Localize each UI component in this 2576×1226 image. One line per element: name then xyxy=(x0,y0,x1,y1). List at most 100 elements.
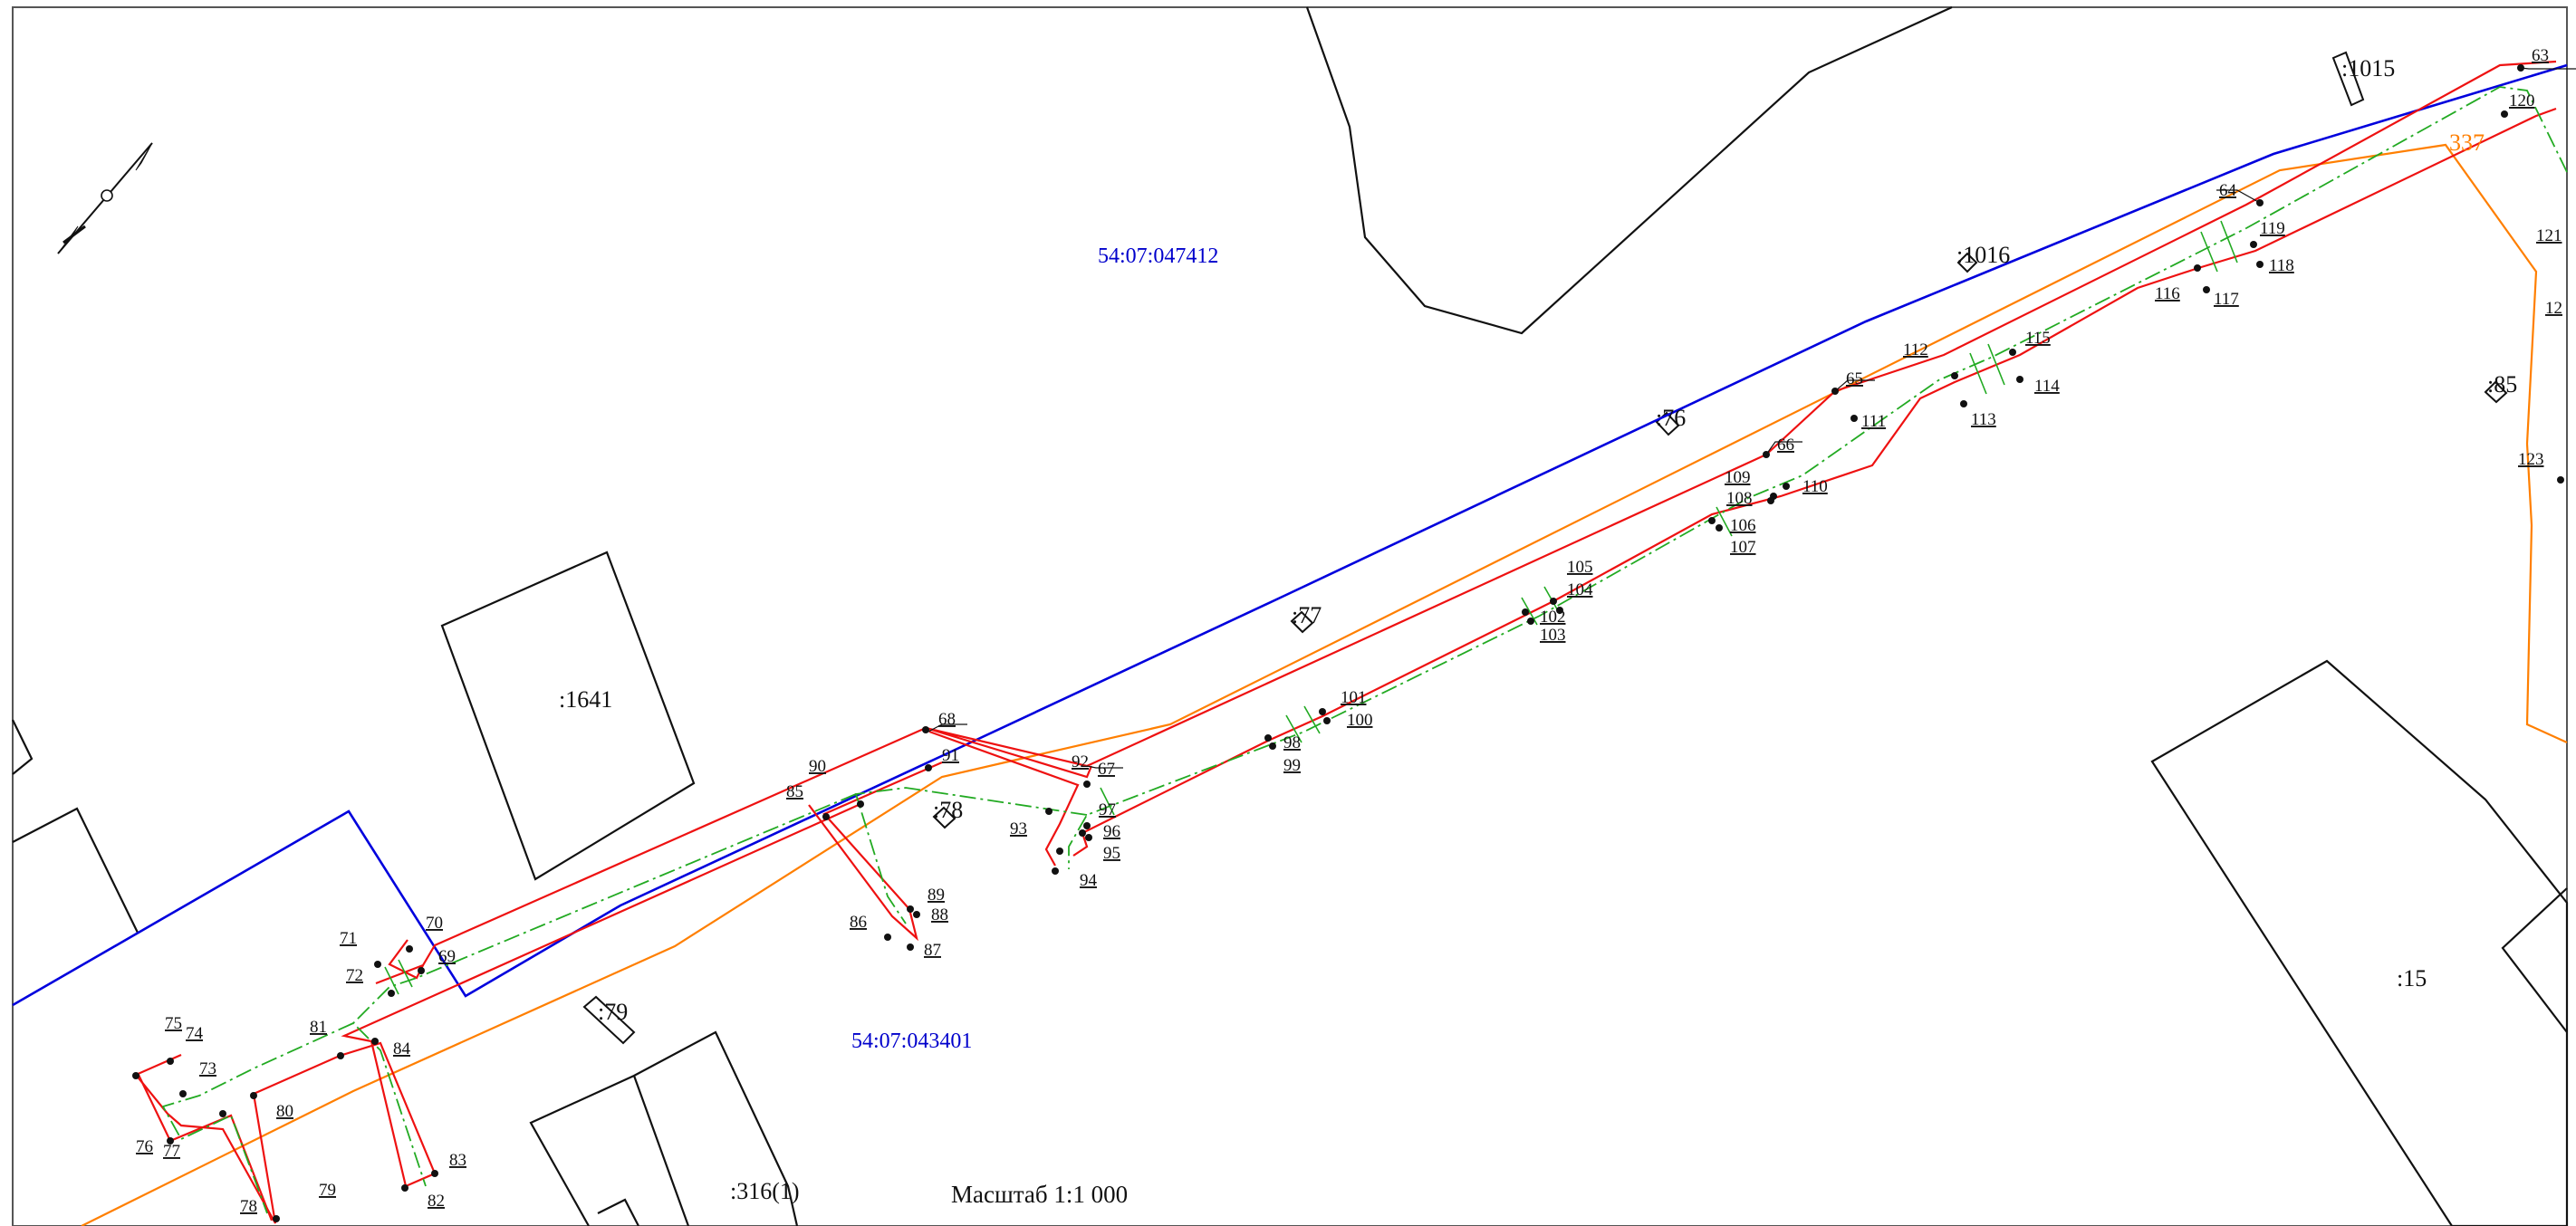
point-label: 114 xyxy=(2034,377,2060,396)
parcel-316-inner-outline xyxy=(632,1075,690,1226)
point-label: 85 xyxy=(786,782,803,801)
point-label: 77 xyxy=(163,1142,180,1161)
parcel-316-bottom-outline xyxy=(597,1198,639,1226)
point-label: 82 xyxy=(428,1192,445,1211)
route-lower-red xyxy=(1072,107,2557,857)
point-label: 66 xyxy=(1777,436,1794,455)
parcel-top-outline xyxy=(1305,5,1953,335)
parcel-label-85: :85 xyxy=(2487,371,2517,397)
route-boundary xyxy=(134,60,2557,1224)
centerline-left xyxy=(351,793,857,1187)
point-label: 107 xyxy=(1730,538,1756,557)
point-label: 103 xyxy=(1540,626,1566,645)
point-label: 101 xyxy=(1341,688,1367,707)
point-label: 92 xyxy=(1072,752,1089,771)
point-label: 93 xyxy=(1010,819,1027,838)
point-label: 81 xyxy=(310,1018,327,1037)
point-label: 83 xyxy=(449,1151,466,1170)
point-label: 108 xyxy=(1726,489,1753,508)
point-label: 97 xyxy=(1099,800,1116,819)
point-label: 117 xyxy=(2214,290,2239,309)
point-label: 67 xyxy=(1098,760,1115,779)
parcel-outlines xyxy=(12,5,2569,1226)
centerline-branch xyxy=(854,787,1088,924)
quarter-boundary-line xyxy=(12,63,2568,1007)
point-label: 73 xyxy=(199,1059,216,1078)
point-label: 121 xyxy=(2536,226,2562,245)
point-leaders xyxy=(928,67,2576,769)
point-label: 74 xyxy=(186,1024,204,1043)
point-label: 98 xyxy=(1283,733,1301,752)
centerline-main xyxy=(1068,86,2568,869)
quarter-label-043401: 54:07:043401 xyxy=(851,1030,972,1053)
building-1016-marker xyxy=(1956,252,1978,273)
point-label: 118 xyxy=(2269,256,2294,275)
zone-boundary-line xyxy=(81,143,2568,1226)
point-label: 94 xyxy=(1080,871,1098,890)
point-label: 99 xyxy=(1283,756,1301,775)
parcel-label-77: :77 xyxy=(1292,602,1322,628)
parcel-left-mid-outline xyxy=(12,807,139,934)
parcel-label-337: 337 xyxy=(2449,129,2485,156)
point-label: 123 xyxy=(2518,450,2544,469)
route-red-lower-left xyxy=(134,802,861,1224)
quarter-label-047412: 54:07:047412 xyxy=(1098,244,1218,268)
point-label: 64 xyxy=(2219,181,2237,200)
route-red-left xyxy=(808,761,943,942)
point-label: 68 xyxy=(938,710,956,729)
route-centerline xyxy=(161,86,2568,1214)
point-label: 80 xyxy=(276,1102,293,1121)
building-78-marker xyxy=(932,806,956,829)
parcel-label-1016: :1016 xyxy=(1956,242,2010,268)
point-label: 72 xyxy=(346,966,363,985)
building-77-marker xyxy=(1290,610,1314,634)
point-label: 102 xyxy=(1540,608,1566,627)
point-label: 111 xyxy=(1861,412,1886,431)
point-label: 76 xyxy=(136,1137,153,1156)
building-85-marker xyxy=(2484,380,2508,404)
route-upper-red-segment xyxy=(375,726,927,985)
point-label: 113 xyxy=(1971,410,1996,429)
point-label: 112 xyxy=(1903,340,1928,359)
parcel-316-outline xyxy=(529,1030,799,1226)
quarter-boundary xyxy=(12,63,2568,1007)
point-label: 115 xyxy=(2025,329,2051,348)
point-label: 104 xyxy=(1567,580,1593,599)
point-label: 78 xyxy=(240,1197,257,1216)
point-label: 120 xyxy=(2509,91,2535,110)
parcel-1641-outline xyxy=(440,551,696,881)
parcel-15-outline xyxy=(2150,659,2569,1226)
parcel-15-notch-outline xyxy=(2501,887,2568,1033)
point-label: 63 xyxy=(2532,46,2549,65)
map-frame xyxy=(12,6,2568,1226)
point-label: 89 xyxy=(928,886,945,905)
point-label: 100 xyxy=(1347,711,1373,730)
building-1015-marker xyxy=(2331,51,2365,107)
route-red-return xyxy=(928,730,1080,867)
zone-boundary xyxy=(81,143,2568,1226)
point-label: 96 xyxy=(1103,822,1120,841)
point-markers xyxy=(132,64,2564,1222)
point-label: 12 xyxy=(2545,299,2562,318)
parcel-labels: :1641 :15 :316(1) :1015 :1016 :76 :77 :7… xyxy=(559,55,2517,1204)
point-label: 116 xyxy=(2155,284,2180,303)
parcel-label-1641: :1641 xyxy=(559,686,612,713)
point-label: 109 xyxy=(1725,468,1751,487)
north-arrow-icon xyxy=(57,142,153,254)
point-label: 75 xyxy=(165,1014,182,1033)
point-label: 91 xyxy=(942,746,959,765)
point-label: 84 xyxy=(393,1039,411,1058)
building-79-marker xyxy=(582,995,636,1045)
route-red-bottom-left xyxy=(137,1072,274,1221)
parcel-label-15: :15 xyxy=(2397,965,2427,991)
point-label: 106 xyxy=(1730,516,1756,535)
parcel-left-top-outline xyxy=(12,719,34,775)
parcel-label-1015: :1015 xyxy=(2341,55,2395,81)
point-labels: 63 64 65 66 67 68 69 70 71 72 73 74 75 7… xyxy=(136,46,2562,1216)
parcel-label-79: :79 xyxy=(598,999,628,1025)
parcel-label-316: :316(1) xyxy=(730,1178,800,1204)
parcel-label-76: :76 xyxy=(1656,405,1686,431)
building-markers xyxy=(582,51,2508,1045)
route-upper-red xyxy=(925,60,2557,779)
